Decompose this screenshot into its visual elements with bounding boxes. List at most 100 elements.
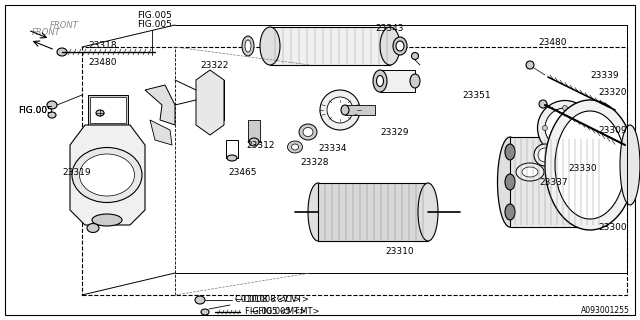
Ellipse shape xyxy=(195,296,205,304)
Ellipse shape xyxy=(303,127,313,137)
Ellipse shape xyxy=(555,111,625,219)
Ellipse shape xyxy=(92,214,122,226)
Ellipse shape xyxy=(412,52,419,60)
Ellipse shape xyxy=(227,155,237,161)
Ellipse shape xyxy=(563,146,568,150)
Polygon shape xyxy=(150,120,172,145)
Bar xyxy=(196,80,224,120)
Ellipse shape xyxy=(410,74,420,88)
Text: 23337: 23337 xyxy=(540,178,568,187)
Text: A093001255: A093001255 xyxy=(581,306,630,315)
Text: FRONT: FRONT xyxy=(32,28,61,36)
Ellipse shape xyxy=(201,309,209,315)
Ellipse shape xyxy=(516,163,544,181)
Text: FRONT: FRONT xyxy=(50,20,79,29)
Ellipse shape xyxy=(497,137,522,227)
Text: FIG.005: FIG.005 xyxy=(18,106,53,115)
Bar xyxy=(90,97,126,123)
Ellipse shape xyxy=(291,144,298,150)
Ellipse shape xyxy=(595,204,605,220)
Text: FIG.005 <MT>: FIG.005 <MT> xyxy=(245,308,306,316)
Ellipse shape xyxy=(341,105,349,115)
Ellipse shape xyxy=(522,167,538,177)
Text: 23343: 23343 xyxy=(375,23,403,33)
Ellipse shape xyxy=(47,101,57,109)
Ellipse shape xyxy=(595,144,605,160)
Ellipse shape xyxy=(249,138,259,146)
Ellipse shape xyxy=(260,27,280,65)
Polygon shape xyxy=(145,85,175,125)
Ellipse shape xyxy=(545,108,585,148)
Ellipse shape xyxy=(588,137,612,227)
Ellipse shape xyxy=(308,183,328,241)
Polygon shape xyxy=(70,125,145,225)
Ellipse shape xyxy=(538,148,552,162)
Ellipse shape xyxy=(96,110,104,116)
Bar xyxy=(270,27,390,65)
Ellipse shape xyxy=(79,154,134,196)
Ellipse shape xyxy=(327,97,353,123)
Ellipse shape xyxy=(201,86,219,104)
Ellipse shape xyxy=(620,125,640,205)
Ellipse shape xyxy=(563,106,568,110)
Text: 23339: 23339 xyxy=(590,70,619,79)
Text: 23328: 23328 xyxy=(300,157,328,166)
Ellipse shape xyxy=(373,70,387,92)
Text: 23334: 23334 xyxy=(318,143,346,153)
Ellipse shape xyxy=(57,48,67,56)
Ellipse shape xyxy=(539,100,547,108)
Ellipse shape xyxy=(320,90,360,130)
Ellipse shape xyxy=(287,141,303,153)
Ellipse shape xyxy=(538,100,593,156)
Bar xyxy=(318,183,428,241)
Bar xyxy=(82,47,627,295)
Ellipse shape xyxy=(393,37,407,55)
Text: 23300: 23300 xyxy=(598,223,627,233)
Ellipse shape xyxy=(505,174,515,190)
Ellipse shape xyxy=(380,27,400,65)
Bar xyxy=(380,70,415,92)
Text: 23329: 23329 xyxy=(380,127,408,137)
Text: 23480: 23480 xyxy=(538,37,566,46)
Text: 23318: 23318 xyxy=(88,41,116,50)
Ellipse shape xyxy=(205,90,215,100)
Text: 23310: 23310 xyxy=(385,247,413,257)
Ellipse shape xyxy=(418,183,438,241)
Ellipse shape xyxy=(534,144,556,166)
Polygon shape xyxy=(196,70,224,135)
Text: 23480: 23480 xyxy=(88,58,116,67)
Ellipse shape xyxy=(505,204,515,220)
Ellipse shape xyxy=(595,174,605,190)
Text: —C01008 <CVT>: —C01008 <CVT> xyxy=(235,295,309,305)
Ellipse shape xyxy=(545,100,635,230)
Ellipse shape xyxy=(396,41,404,51)
Ellipse shape xyxy=(543,125,547,131)
Text: 23351: 23351 xyxy=(462,91,491,100)
Ellipse shape xyxy=(555,118,575,138)
Bar xyxy=(226,140,238,158)
Ellipse shape xyxy=(72,148,142,203)
Text: FIG.005: FIG.005 xyxy=(137,11,172,20)
Text: 23322: 23322 xyxy=(200,60,228,69)
Text: FIG.005: FIG.005 xyxy=(137,20,172,28)
Text: C01008 <CVT>: C01008 <CVT> xyxy=(235,295,301,305)
Text: 23330: 23330 xyxy=(568,164,596,172)
Text: 23309: 23309 xyxy=(598,125,627,134)
Ellipse shape xyxy=(505,144,515,160)
Ellipse shape xyxy=(376,76,383,86)
Bar xyxy=(88,95,128,125)
Text: FIG.005: FIG.005 xyxy=(18,106,53,115)
Ellipse shape xyxy=(526,61,534,69)
Text: 23312: 23312 xyxy=(246,140,275,149)
Text: 23465: 23465 xyxy=(228,167,257,177)
Ellipse shape xyxy=(87,223,99,233)
Bar xyxy=(345,105,375,115)
Text: —FIG.005 <MT>: —FIG.005 <MT> xyxy=(250,308,319,316)
Ellipse shape xyxy=(245,40,251,52)
Ellipse shape xyxy=(242,36,254,56)
Bar xyxy=(510,137,600,227)
Ellipse shape xyxy=(299,124,317,140)
Text: 23320: 23320 xyxy=(598,87,627,97)
Ellipse shape xyxy=(48,112,56,118)
Bar xyxy=(248,120,260,142)
